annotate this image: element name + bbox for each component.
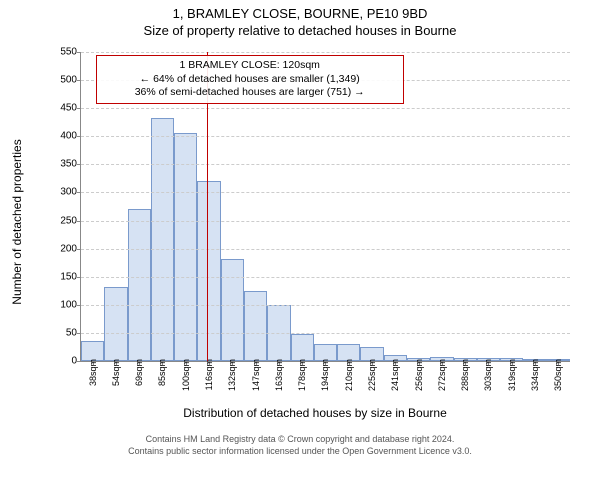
y-tick-mark xyxy=(77,80,81,81)
x-tick-label: 303sqm xyxy=(483,359,493,391)
chart-container: Number of detached properties 38sqm54sqm… xyxy=(50,42,580,402)
x-tick-label: 319sqm xyxy=(507,359,517,391)
x-tick-label: 38sqm xyxy=(88,359,98,386)
x-tick-label: 116sqm xyxy=(204,359,214,390)
grid-line xyxy=(81,108,570,109)
y-tick-mark xyxy=(77,52,81,53)
y-tick-mark xyxy=(77,221,81,222)
bar xyxy=(197,181,220,361)
y-tick-label: 50 xyxy=(51,327,77,338)
bar-slot: 334sqm xyxy=(523,52,546,361)
y-tick-mark xyxy=(77,164,81,165)
y-tick-label: 400 xyxy=(51,131,77,142)
page-subtitle: Size of property relative to detached ho… xyxy=(0,23,600,38)
annotation-line: ← 64% of detached houses are smaller (1,… xyxy=(105,73,395,87)
footnote: Contains HM Land Registry data © Crown c… xyxy=(10,434,590,457)
bar xyxy=(104,287,127,361)
x-tick-label: 210sqm xyxy=(344,359,354,391)
bar xyxy=(291,334,314,361)
y-tick-mark xyxy=(77,192,81,193)
grid-line xyxy=(81,221,570,222)
y-tick-mark xyxy=(77,305,81,306)
y-tick-label: 550 xyxy=(51,47,77,58)
annotation-line: 36% of semi-detached houses are larger (… xyxy=(105,86,395,100)
grid-line xyxy=(81,305,570,306)
x-tick-label: 132sqm xyxy=(227,359,237,391)
x-tick-label: 334sqm xyxy=(530,359,540,391)
page-title: 1, BRAMLEY CLOSE, BOURNE, PE10 9BD xyxy=(0,6,600,21)
x-tick-label: 241sqm xyxy=(390,359,400,391)
grid-line xyxy=(81,136,570,137)
y-tick-mark xyxy=(77,108,81,109)
bar xyxy=(128,209,151,361)
x-tick-label: 100sqm xyxy=(181,359,191,391)
y-tick-mark xyxy=(77,333,81,334)
x-tick-label: 225sqm xyxy=(367,359,377,391)
x-tick-label: 69sqm xyxy=(134,359,144,386)
grid-line xyxy=(81,192,570,193)
grid-line xyxy=(81,164,570,165)
x-tick-label: 288sqm xyxy=(460,359,470,391)
x-tick-label: 54sqm xyxy=(111,359,121,386)
footnote-line1: Contains HM Land Registry data © Crown c… xyxy=(146,434,455,444)
annotation-line: 1 BRAMLEY CLOSE: 120sqm xyxy=(105,59,395,73)
bar-slot: 272sqm xyxy=(430,52,453,361)
footnote-line2: Contains public sector information licen… xyxy=(128,446,472,456)
y-tick-label: 0 xyxy=(51,356,77,367)
y-tick-label: 350 xyxy=(51,159,77,170)
plot-area: 38sqm54sqm69sqm85sqm100sqm116sqm132sqm14… xyxy=(80,52,570,362)
bar xyxy=(221,259,244,361)
x-tick-label: 256sqm xyxy=(414,359,424,391)
y-tick-label: 200 xyxy=(51,243,77,254)
y-tick-label: 300 xyxy=(51,187,77,198)
x-tick-label: 85sqm xyxy=(157,359,167,386)
bar-slot: 303sqm xyxy=(477,52,500,361)
x-tick-label: 163sqm xyxy=(274,359,284,391)
grid-line xyxy=(81,333,570,334)
y-tick-mark xyxy=(77,277,81,278)
bar xyxy=(244,291,267,361)
bar-slot: 256sqm xyxy=(407,52,430,361)
y-tick-label: 250 xyxy=(51,215,77,226)
grid-line xyxy=(81,52,570,53)
x-tick-label: 272sqm xyxy=(437,359,447,391)
y-tick-mark xyxy=(77,249,81,250)
bar xyxy=(151,118,174,361)
bar-slot: 288sqm xyxy=(454,52,477,361)
y-axis-label: Number of detached properties xyxy=(10,139,24,304)
bar xyxy=(174,133,197,361)
y-tick-label: 450 xyxy=(51,103,77,114)
y-tick-mark xyxy=(77,361,81,362)
y-tick-label: 100 xyxy=(51,299,77,310)
x-tick-label: 194sqm xyxy=(320,359,330,391)
x-tick-label: 178sqm xyxy=(297,359,307,391)
bar-slot: 319sqm xyxy=(500,52,523,361)
bar-slot: 350sqm xyxy=(547,52,570,361)
grid-line xyxy=(81,249,570,250)
grid-line xyxy=(81,277,570,278)
annotation-box: 1 BRAMLEY CLOSE: 120sqm← 64% of detached… xyxy=(96,55,404,104)
x-tick-label: 350sqm xyxy=(553,359,563,391)
x-axis-label: Distribution of detached houses by size … xyxy=(50,406,580,420)
y-tick-label: 500 xyxy=(51,75,77,86)
x-tick-label: 147sqm xyxy=(251,359,261,391)
y-tick-mark xyxy=(77,136,81,137)
y-tick-label: 150 xyxy=(51,271,77,282)
